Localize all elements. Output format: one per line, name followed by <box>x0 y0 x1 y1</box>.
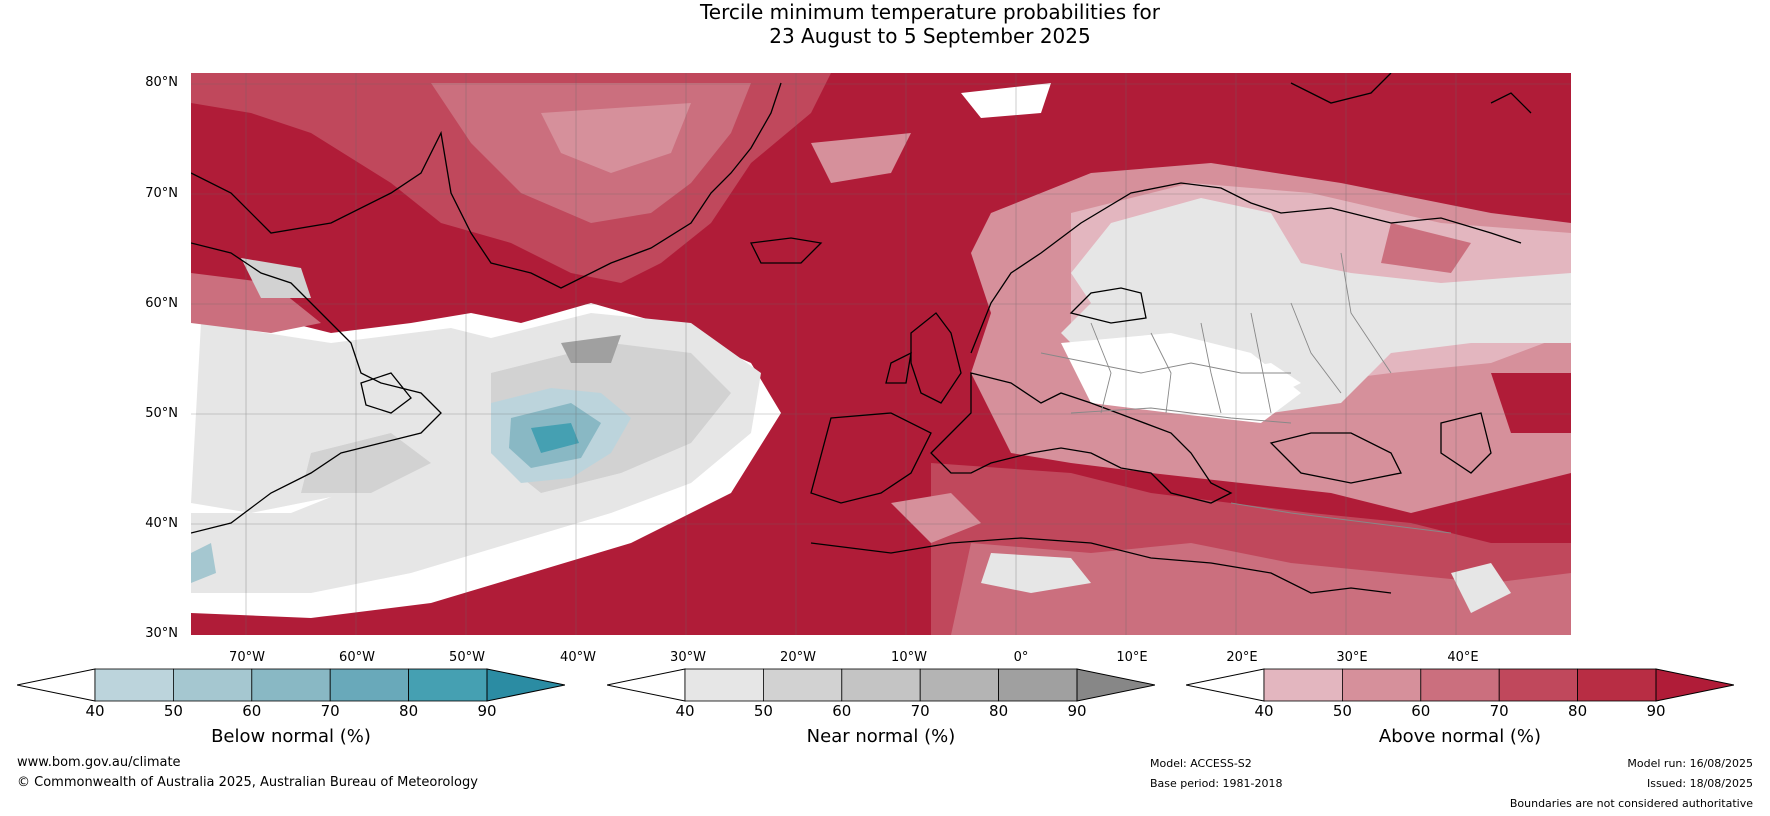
lat-label-40n: 40°N <box>145 516 178 531</box>
lat-label-70n: 70°N <box>145 186 178 201</box>
colorbar-tick-label: 50 <box>753 702 773 720</box>
colorbar-tick-label: 90 <box>1646 702 1666 720</box>
colorbar-segment-over <box>1655 668 1734 702</box>
lon-label-60w: 60°W <box>339 650 375 665</box>
colorbar-segment <box>1263 668 1343 702</box>
colorbar-segment <box>1577 668 1657 702</box>
map-title-line1: Tercile minimum temperature probabilitie… <box>699 0 1161 24</box>
colorbar-segment-under <box>17 668 96 702</box>
colorbar-segment <box>684 668 764 702</box>
colorbar-segment-under <box>607 668 686 702</box>
lon-label-30e: 30°E <box>1336 650 1368 665</box>
colorbar-tick-label: 60 <box>242 702 262 720</box>
lon-label-40w: 40°W <box>560 650 596 665</box>
colorbar-segment <box>998 668 1078 702</box>
colorbar-tick-label: 40 <box>675 702 695 720</box>
colorbar-segment <box>329 668 410 702</box>
lat-label-60n: 60°N <box>145 296 178 311</box>
colorbar-tick-label: 80 <box>1568 702 1588 720</box>
colorbar-segment <box>408 668 488 702</box>
lon-label-40e: 40°E <box>1447 650 1479 665</box>
colorbar-segment-over <box>486 668 565 702</box>
footer-model-run: Model run: 16/08/2025 <box>1627 757 1753 770</box>
legend-below-normal: 40 50 60 70 80 90 <box>17 668 565 720</box>
footer-disclaimer: Boundaries are not considered authoritat… <box>1509 797 1753 810</box>
colorbar-segment-over <box>1076 668 1155 702</box>
colorbar-segment <box>251 668 331 702</box>
colorbar-tick-label: 60 <box>832 702 852 720</box>
legend-title-near-normal: Near normal (%) <box>806 726 956 747</box>
footer-copyright: © Commonwealth of Australia 2025, Austra… <box>17 775 478 790</box>
colorbar-segment <box>762 668 843 702</box>
colorbar-segment-under <box>1186 668 1265 702</box>
footer-model: Model: ACCESS-S2 <box>1150 757 1252 770</box>
lon-label-0: 0° <box>1013 650 1029 665</box>
colorbar-segment <box>1420 668 1500 702</box>
colorbar-below-normal <box>17 668 565 702</box>
lon-label-50w: 50°W <box>449 650 485 665</box>
legend-near-normal: 40 50 60 70 80 90 <box>607 668 1155 720</box>
colorbar-near-normal <box>607 668 1155 702</box>
footer-issued: Issued: 18/08/2025 <box>1646 777 1753 790</box>
colorbar-segment <box>94 668 174 702</box>
lat-label-30n: 30°N <box>145 626 178 641</box>
lon-label-20w: 20°W <box>780 650 816 665</box>
map-title: Tercile minimum temperature probabilitie… <box>0 0 1770 48</box>
colorbar-segment <box>841 668 921 702</box>
colorbar-tick-label: 90 <box>1067 702 1087 720</box>
colorbar-segment <box>172 668 253 702</box>
lon-label-30w: 30°W <box>670 650 706 665</box>
colorbar-tick-label: 50 <box>163 702 183 720</box>
colorbar-tick-label: 70 <box>910 702 930 720</box>
colorbar-segment <box>919 668 1000 702</box>
lon-label-10e: 10°E <box>1116 650 1148 665</box>
lon-label-10w: 10°W <box>891 650 927 665</box>
footer-website-link[interactable]: www.bom.gov.au/climate <box>17 755 181 770</box>
legend-above-normal: 40 50 60 70 80 90 <box>1186 668 1734 720</box>
lat-label-80n: 80°N <box>145 75 178 90</box>
lon-label-70w: 70°W <box>229 650 265 665</box>
coastlines <box>191 73 1532 594</box>
colorbar-tick-label: 70 <box>320 702 340 720</box>
colorbar-tick-label: 50 <box>1332 702 1352 720</box>
footer-base-period: Base period: 1981-2018 <box>1150 777 1283 790</box>
probability-map <box>191 73 1571 635</box>
lon-label-20e: 20°E <box>1226 650 1258 665</box>
country-borders <box>1040 252 1452 534</box>
map-title-line2: 23 August to 5 September 2025 <box>769 24 1091 48</box>
colorbar-tick-label: 80 <box>399 702 419 720</box>
lat-label-50n: 50°N <box>145 406 178 421</box>
legend-title-below-normal: Below normal (%) <box>211 726 371 747</box>
colorbar-tick-label: 40 <box>1254 702 1274 720</box>
colorbar-tick-label: 80 <box>989 702 1009 720</box>
colorbar-segment <box>1498 668 1579 702</box>
colorbar-tick-label: 70 <box>1489 702 1509 720</box>
colorbar-segment <box>1341 668 1422 702</box>
colorbar-tick-label: 40 <box>85 702 105 720</box>
colorbar-tick-label: 60 <box>1411 702 1431 720</box>
legend-title-above-normal: Above normal (%) <box>1378 726 1542 747</box>
colorbar-above-normal <box>1186 668 1734 702</box>
colorbar-tick-label: 90 <box>477 702 497 720</box>
